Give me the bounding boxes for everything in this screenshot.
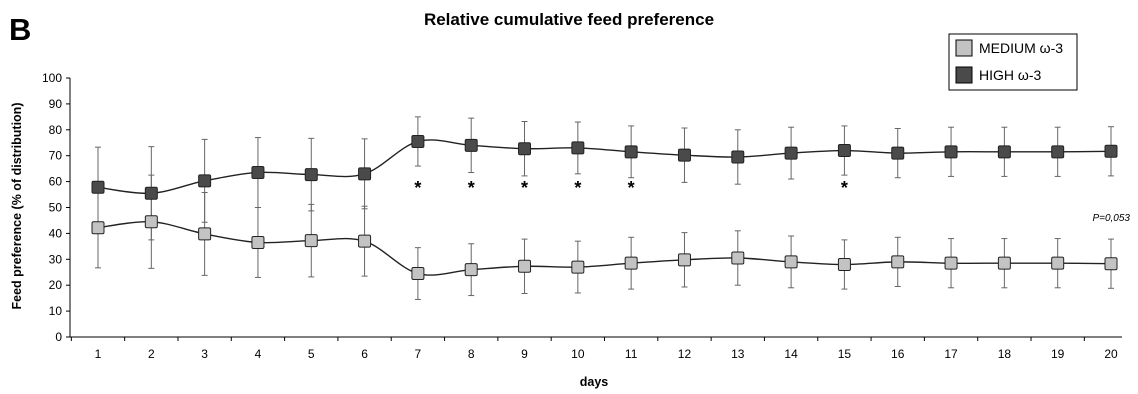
significance-markers: * * * * * * <box>414 178 848 198</box>
data-point-high <box>837 144 851 158</box>
data-point-medium <box>518 259 532 273</box>
significance-star: * <box>521 178 528 198</box>
data-point-medium <box>304 234 318 248</box>
y-axis-label: Feed preference (% of distribution) <box>10 103 24 310</box>
data-point-high <box>784 146 798 160</box>
series-line-high <box>97 139 1112 195</box>
axes <box>69 78 1122 338</box>
data-point-high <box>1104 144 1118 158</box>
data-point-high <box>251 166 265 180</box>
x-tick-label: 1 <box>95 347 102 361</box>
data-point-medium <box>358 234 372 248</box>
x-tick-label: 5 <box>308 347 315 361</box>
data-point-high <box>358 167 372 181</box>
data-point-medium <box>997 256 1011 270</box>
data-point-high <box>304 168 318 182</box>
y-tick-label: 10 <box>49 304 63 318</box>
data-point-high <box>624 145 638 159</box>
y-axis-ticks: 0 10 20 30 40 50 60 70 80 90 100 <box>42 71 70 344</box>
data-point-medium <box>91 221 105 235</box>
data-point-high <box>198 174 212 188</box>
x-tick-label: 8 <box>468 347 475 361</box>
y-tick-label: 30 <box>49 252 63 266</box>
legend-swatch-medium <box>955 39 973 57</box>
legend-label-high: HIGH ω-3 <box>979 67 1041 83</box>
data-point-high <box>731 150 745 164</box>
x-tick-label: 10 <box>571 347 585 361</box>
data-point-medium <box>571 260 585 274</box>
data-point-medium <box>784 255 798 269</box>
data-point-medium <box>464 263 478 277</box>
data-point-medium <box>1051 256 1065 270</box>
data-point-high <box>1051 145 1065 159</box>
significance-star: * <box>841 178 848 198</box>
x-tick-label: 12 <box>678 347 692 361</box>
x-tick-label: 16 <box>891 347 905 361</box>
legend: MEDIUM ω-3 HIGH ω-3 <box>948 33 1078 91</box>
significance-star: * <box>574 178 581 198</box>
x-tick-label: 9 <box>521 347 528 361</box>
x-axis-label: days <box>580 375 609 389</box>
x-tick-label: 6 <box>361 347 368 361</box>
x-tick-label: 20 <box>1104 347 1118 361</box>
legend-swatch-high <box>955 66 973 84</box>
y-tick-label: 70 <box>49 149 63 163</box>
y-tick-label: 40 <box>49 226 63 240</box>
data-point-high <box>518 142 532 156</box>
p-value-note: P=0,053 <box>1092 213 1130 224</box>
data-point-high <box>891 146 905 160</box>
y-tick-label: 0 <box>55 330 62 344</box>
x-tick-label: 4 <box>255 347 262 361</box>
significance-star: * <box>628 178 635 198</box>
x-tick-label: 2 <box>148 347 155 361</box>
x-axis-ticks: 1 2 3 4 5 6 7 8 9 10 11 12 13 14 15 16 17 18 19 20 <box>70 337 1118 361</box>
series-line-medium <box>97 220 1112 276</box>
data-point-medium <box>677 253 691 267</box>
data-point-medium <box>251 235 265 249</box>
data-point-medium <box>144 215 158 229</box>
y-tick-label: 50 <box>49 201 63 215</box>
x-tick-label: 3 <box>201 347 208 361</box>
data-point-medium <box>944 256 958 270</box>
data-point-medium <box>837 257 851 271</box>
panel-letter: B <box>9 12 31 47</box>
x-tick-label: 15 <box>838 347 852 361</box>
y-tick-label: 80 <box>49 123 63 137</box>
x-tick-label: 11 <box>625 347 638 361</box>
x-tick-label: 17 <box>944 347 958 361</box>
data-point-high <box>997 145 1011 159</box>
data-point-high <box>464 138 478 152</box>
y-tick-label: 100 <box>42 71 62 85</box>
data-point-medium <box>731 251 745 265</box>
data-point-high <box>677 148 691 162</box>
x-tick-label: 14 <box>784 347 798 361</box>
x-tick-label: 13 <box>731 347 745 361</box>
x-tick-label: 18 <box>998 347 1012 361</box>
significance-star: * <box>414 178 421 198</box>
data-point-high <box>944 145 958 159</box>
y-tick-label: 90 <box>49 97 63 111</box>
x-tick-label: 7 <box>415 347 422 361</box>
series-lines <box>97 139 1112 276</box>
y-tick-label: 20 <box>49 278 63 292</box>
series-markers <box>91 134 1118 281</box>
legend-label-medium: MEDIUM ω-3 <box>979 40 1063 56</box>
data-point-medium <box>1104 257 1118 271</box>
y-tick-label: 60 <box>49 175 63 189</box>
significance-star: * <box>468 178 475 198</box>
data-point-high <box>571 141 585 155</box>
x-tick-label: 19 <box>1051 347 1065 361</box>
data-point-medium <box>198 227 212 241</box>
data-point-high <box>144 186 158 200</box>
chart-title: Relative cumulative feed preference <box>424 10 714 29</box>
data-point-medium <box>624 256 638 270</box>
data-point-high <box>91 180 105 194</box>
data-point-high <box>411 134 425 148</box>
data-point-medium <box>411 267 425 281</box>
error-bars <box>95 116 1114 300</box>
data-point-medium <box>891 255 905 269</box>
